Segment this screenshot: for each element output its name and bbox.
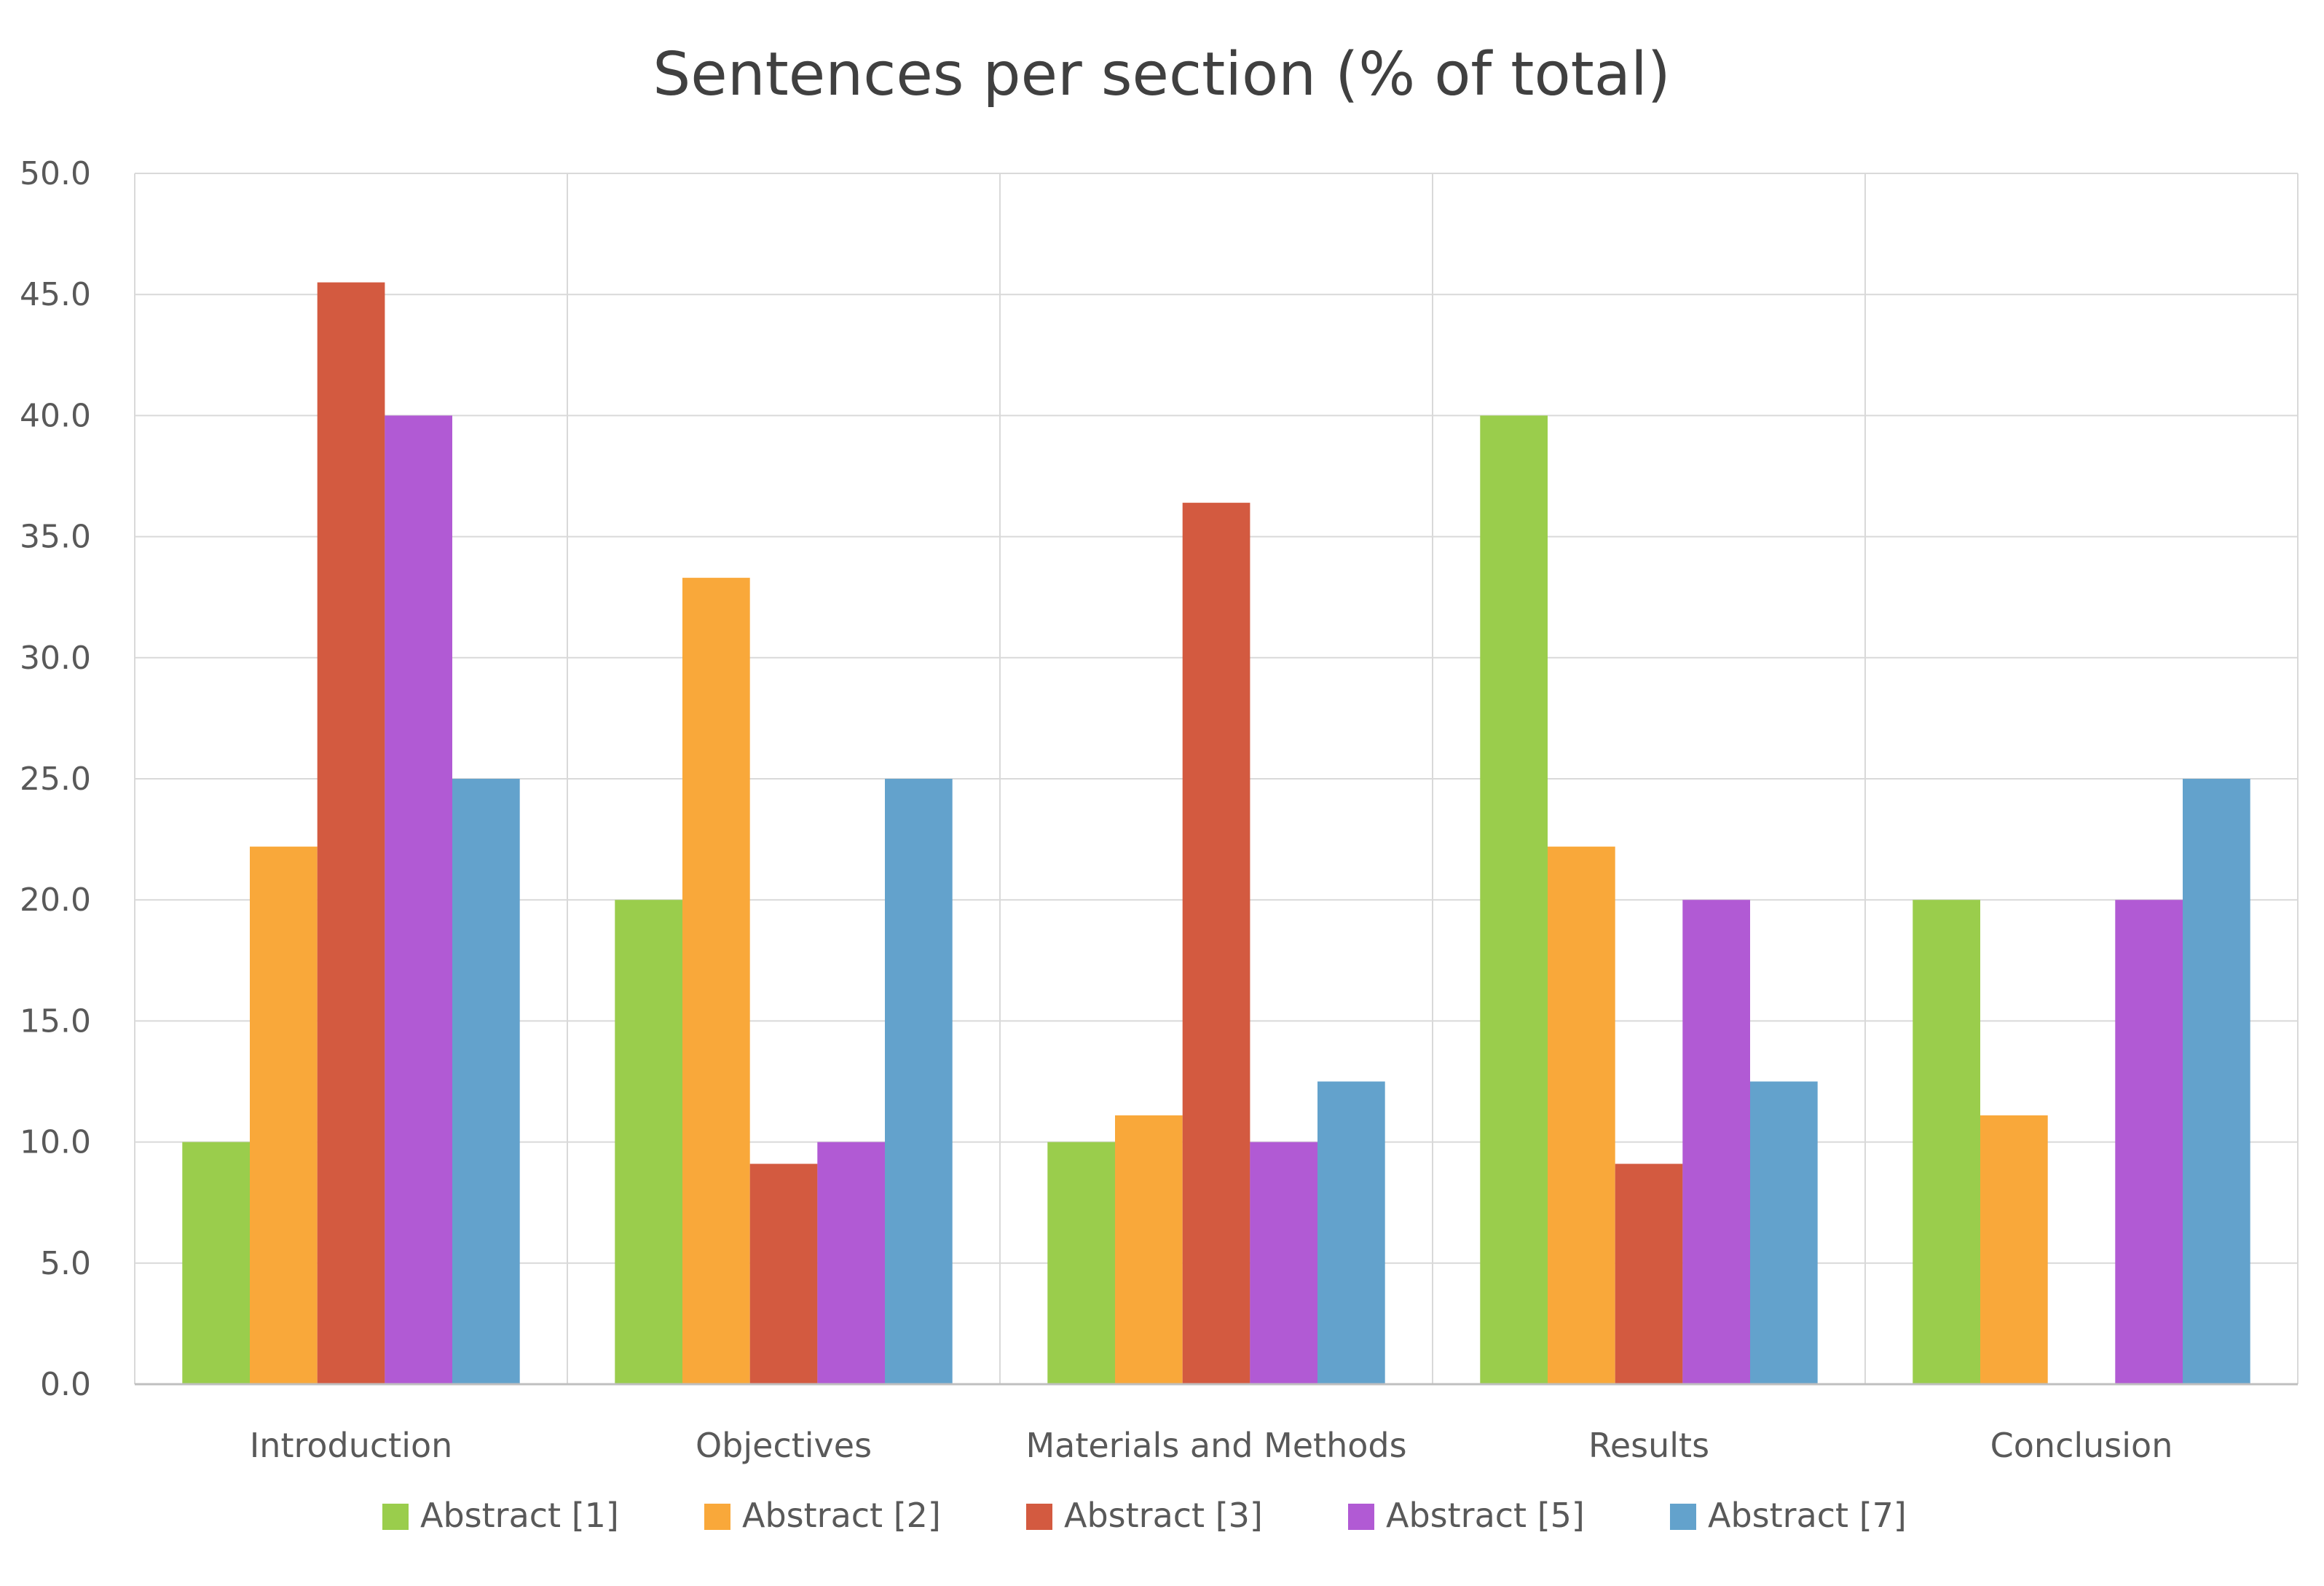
legend-label: Abstract [3] [1064,1496,1263,1535]
bar [1250,1142,1317,1384]
bar [452,779,520,1384]
bar [1548,847,1615,1384]
x-tick-label: Materials and Methods [1025,1426,1406,1465]
bar [1615,1163,1683,1384]
legend-label: Abstract [7] [1708,1496,1907,1535]
legend-label: Abstract [5] [1386,1496,1585,1535]
bar [615,900,682,1384]
y-tick-label: 10.0 [20,1124,91,1161]
legend-label: Abstract [1] [420,1496,619,1535]
legend-swatch [1348,1504,1374,1530]
bars [182,282,2250,1385]
legend-label: Abstract [2] [742,1496,941,1535]
y-tick-label: 50.0 [20,155,91,192]
x-axis-tick-labels: Introduction Objectives Materials and Meth… [250,1426,2173,1465]
bar [1115,1115,1183,1384]
y-axis-tick-labels: 0.0 5.0 10.0 15.0 20.0 25.0 30.0 35.0 40.0 45.0 50… [20,155,91,1403]
y-tick-label: 5.0 [40,1245,91,1282]
chart-title: Sentences per section (% of total) [653,40,1671,109]
y-tick-label: 25.0 [20,761,91,798]
bar [2183,779,2250,1384]
bar [1913,900,1980,1384]
bar [1317,1081,1385,1384]
y-tick-label: 15.0 [20,1002,91,1040]
y-tick-label: 45.0 [20,276,91,313]
y-tick-label: 0.0 [40,1366,91,1403]
x-tick-label: Results [1588,1426,1709,1465]
y-tick-label: 35.0 [20,519,91,556]
bar [885,779,953,1384]
bar [1980,1115,2048,1384]
bar [182,1142,250,1384]
y-tick-label: 30.0 [20,640,91,677]
bar [250,847,318,1384]
bar [1480,415,1548,1384]
bar [2115,900,2183,1384]
legend: Abstract [1] Abstract [2] Abstract [3] Abst… [382,1496,1907,1535]
bar [749,1163,818,1384]
x-tick-label: Objectives [696,1426,872,1465]
legend-swatch [1026,1504,1052,1530]
bar [1682,900,1750,1384]
legend-swatch [1670,1504,1696,1530]
y-tick-label: 40.0 [20,397,91,434]
bar [1182,503,1250,1384]
x-tick-label: Introduction [250,1426,453,1465]
x-tick-label: Conclusion [1990,1426,2173,1465]
bar [1047,1142,1115,1384]
legend-swatch [382,1504,409,1530]
legend-swatch [704,1504,730,1530]
bar [1750,1081,1818,1384]
bar [682,578,750,1384]
bar [385,415,452,1384]
y-tick-label: 20.0 [20,882,91,919]
bar [817,1142,885,1384]
bar [317,282,385,1385]
